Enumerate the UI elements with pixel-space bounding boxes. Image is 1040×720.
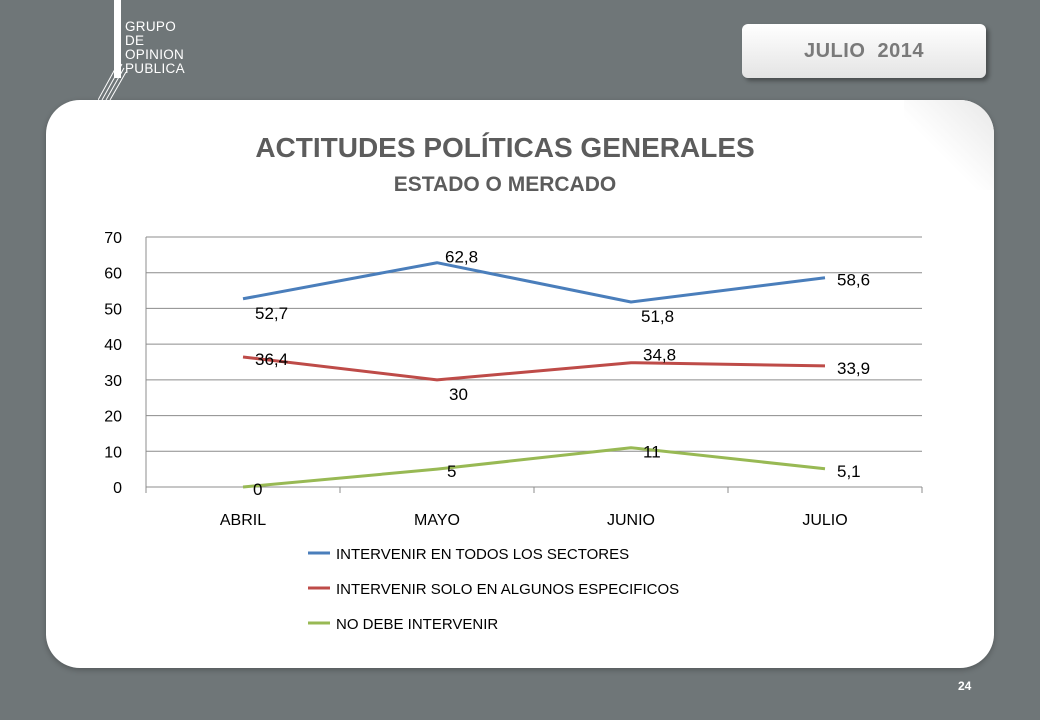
y-tick-label: 70 bbox=[104, 230, 122, 247]
legend-label: INTERVENIR EN TODOS LOS SECTORES bbox=[336, 546, 629, 563]
date-badge: JULIO 2014 bbox=[742, 24, 986, 78]
data-label: 33,9 bbox=[837, 359, 870, 378]
y-tick-label: 20 bbox=[104, 409, 122, 426]
y-tick-label: 60 bbox=[104, 266, 122, 283]
data-label: 5,1 bbox=[837, 462, 861, 481]
y-tick-label: 10 bbox=[104, 444, 122, 461]
x-tick-label: MAYO bbox=[414, 512, 460, 529]
legend-label: NO DEBE INTERVENIR bbox=[336, 616, 498, 633]
data-label: 5 bbox=[447, 462, 456, 481]
y-tick-label: 40 bbox=[104, 337, 122, 354]
data-label: 62,8 bbox=[445, 248, 478, 267]
data-label: 11 bbox=[643, 443, 661, 462]
chart-card bbox=[46, 100, 994, 668]
logo-line: GRUPO bbox=[125, 19, 177, 34]
x-tick-label: JUNIO bbox=[607, 512, 655, 529]
y-tick-label: 30 bbox=[104, 373, 122, 390]
data-label: 34,8 bbox=[643, 346, 676, 365]
data-label: 30 bbox=[449, 385, 468, 404]
chart-subtitle: ESTADO O MERCADO bbox=[393, 173, 617, 196]
chart-title: ACTITUDES POLÍTICAS GENERALES bbox=[255, 132, 755, 163]
y-tick-label: 0 bbox=[113, 480, 122, 497]
y-tick-label: 50 bbox=[104, 301, 122, 318]
x-tick-label: ABRIL bbox=[220, 512, 266, 529]
data-label: 0 bbox=[253, 480, 262, 499]
logo-lines-graphic bbox=[98, 59, 127, 101]
data-label: 52,7 bbox=[255, 304, 288, 323]
series-line bbox=[242, 355, 826, 382]
logo-line: OPINION bbox=[125, 47, 185, 62]
data-label: 51,8 bbox=[641, 307, 674, 326]
logo-line: DE bbox=[125, 33, 145, 48]
data-label: 58,6 bbox=[837, 271, 870, 290]
logo: GRUPO DE OPINION PUBLICA bbox=[98, 0, 218, 110]
legend-label: INTERVENIR SOLO EN ALGUNOS ESPECIFICOS bbox=[336, 581, 679, 598]
page-number: 24 bbox=[958, 679, 972, 693]
logo-line: PUBLICA bbox=[125, 61, 185, 76]
logo-text: GRUPO DE OPINION PUBLICA bbox=[125, 20, 185, 76]
date-label: JULIO 2014 bbox=[803, 39, 924, 62]
series-line bbox=[242, 261, 826, 304]
x-tick-label: JULIO bbox=[802, 512, 847, 529]
data-label: 36,4 bbox=[255, 350, 288, 369]
series-line bbox=[242, 446, 826, 489]
page-curl-decoration bbox=[904, 100, 994, 190]
logo-bar bbox=[114, 0, 121, 78]
